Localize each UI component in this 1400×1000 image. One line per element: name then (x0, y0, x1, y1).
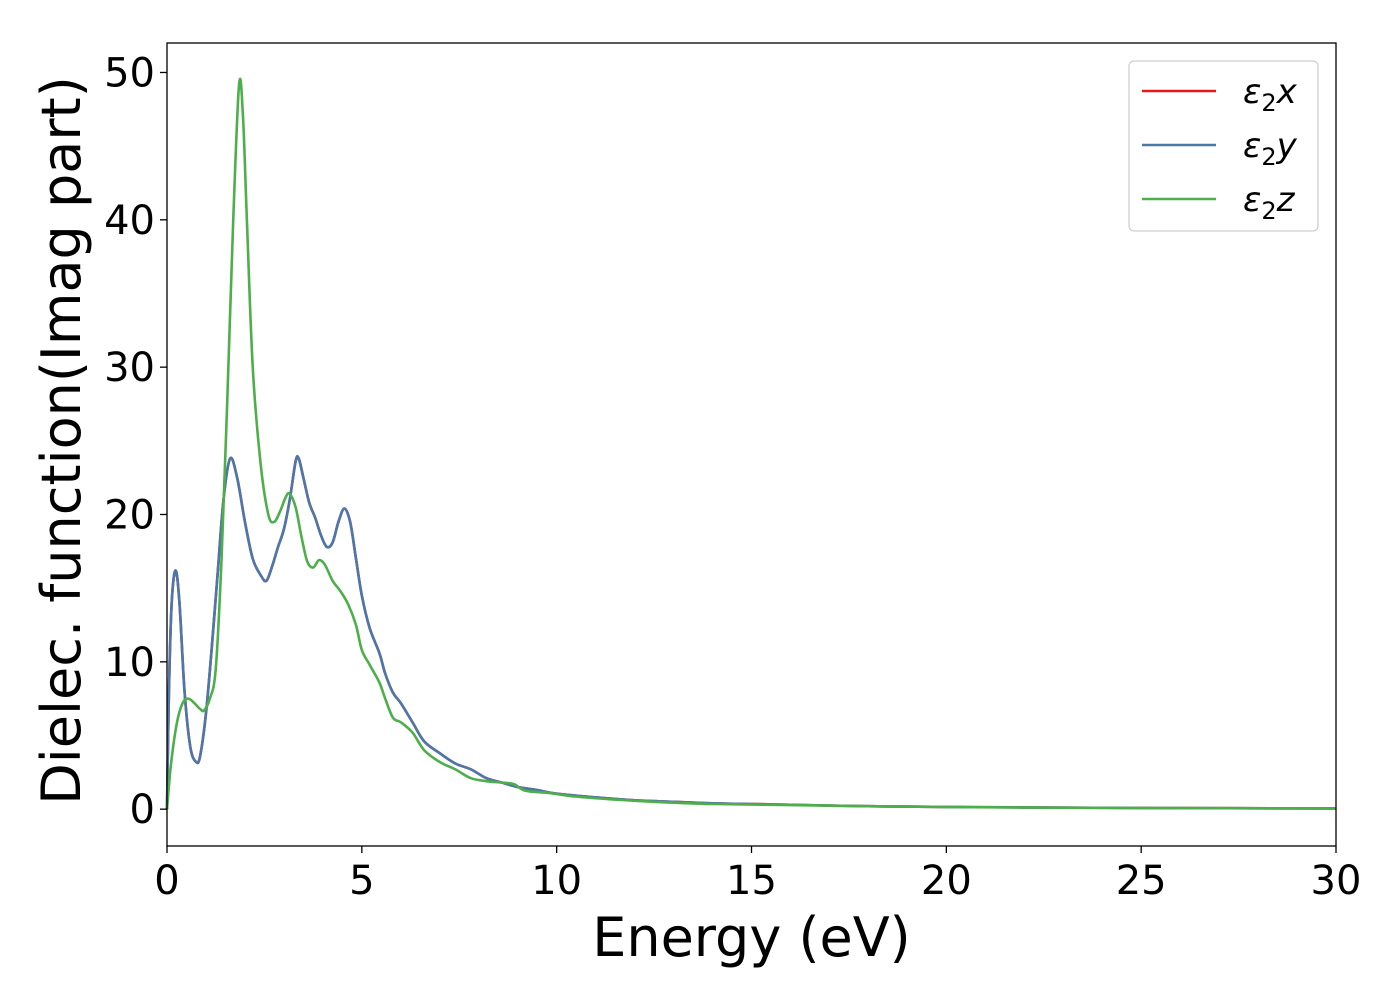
y-tick-label: 40 (104, 198, 155, 244)
legend-label-y: ε2y (1243, 126, 1298, 171)
x-tick-label: 15 (726, 858, 777, 904)
x-tick-label: 0 (154, 858, 179, 904)
y-tick-label: 20 (104, 492, 155, 538)
y-axis-ticks: 0 10 20 30 40 50 (104, 50, 167, 833)
x-tick-label: 30 (1311, 858, 1362, 904)
y-tick-label: 0 (130, 787, 155, 833)
y-tick-label: 10 (104, 640, 155, 686)
legend-label-x: ε2x (1243, 72, 1298, 117)
y-axis-label: Dielec. function(Imag part) (30, 76, 93, 805)
x-tick-label: 20 (921, 858, 972, 904)
x-tick-label: 25 (1116, 858, 1167, 904)
legend: ε2x ε2y ε2z (1128, 60, 1319, 232)
series-line-z (165, 77, 1337, 810)
series-lines (165, 77, 1337, 810)
x-axis-label: Energy (eV) (592, 906, 911, 969)
x-axis-ticks: 0 5 10 15 20 25 30 (154, 846, 1361, 904)
legend-box (1128, 60, 1319, 232)
x-tick-label: 10 (531, 858, 582, 904)
series-line-y (165, 455, 1337, 810)
x-tick-label: 5 (349, 858, 374, 904)
y-tick-label: 30 (104, 345, 155, 391)
legend-label-z: ε2z (1243, 180, 1296, 225)
y-tick-label: 50 (104, 50, 155, 96)
